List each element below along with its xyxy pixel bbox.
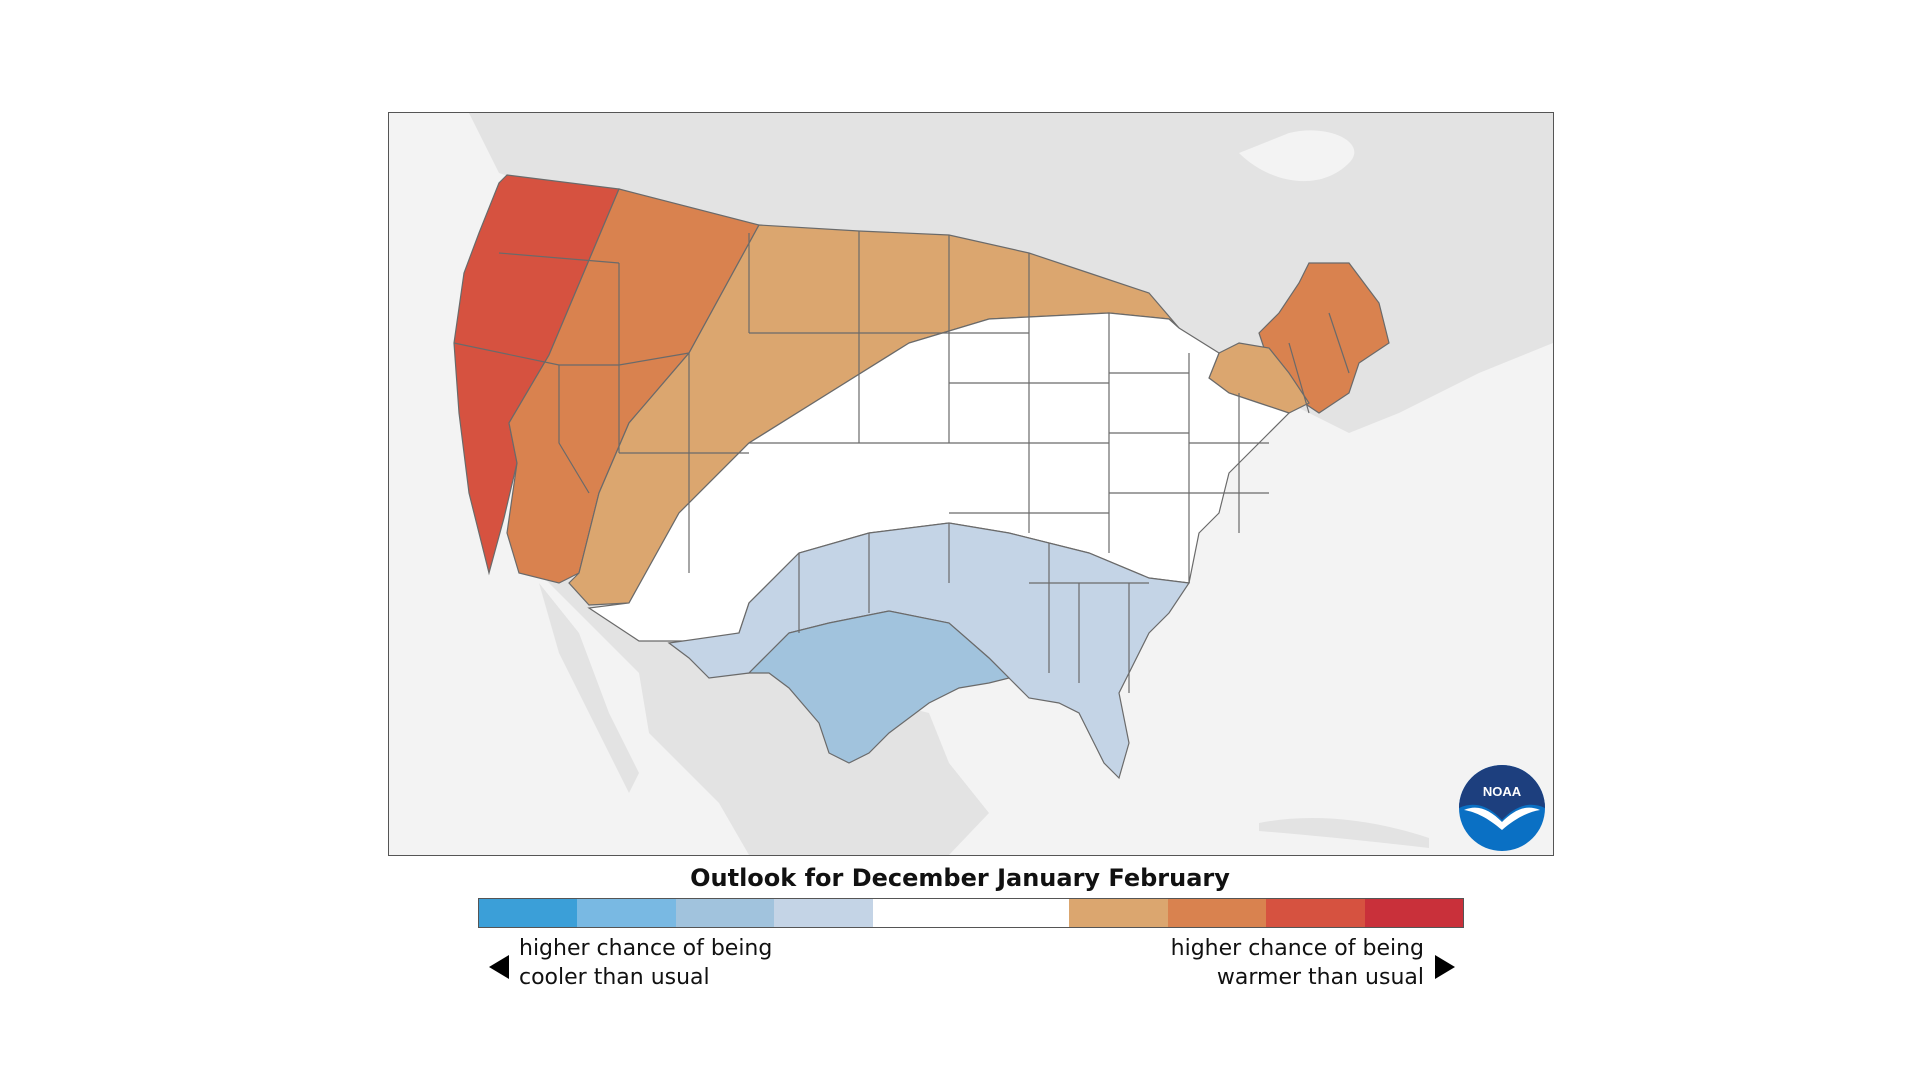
warmer-line-2: warmer than usual: [1216, 965, 1424, 990]
state-borders: [453, 231, 1350, 693]
arrow-right-icon: [1435, 955, 1455, 979]
cuba-island: [1259, 818, 1429, 848]
legend-swatch: [1069, 899, 1168, 927]
warmer-line-1: higher chance of being: [1170, 936, 1424, 961]
legend-swatch: [479, 899, 578, 927]
legend-swatch: [577, 899, 676, 927]
legend-swatch: [872, 899, 972, 927]
outlook-map: [388, 112, 1554, 856]
greenland-bay-islands: [1239, 130, 1355, 182]
legend-swatch: [1364, 899, 1464, 927]
legend-swatch: [774, 899, 873, 927]
noaa-logo-text: NOAA: [1483, 784, 1522, 799]
legend-swatch: [675, 899, 775, 927]
warmer-legend-text: higher chance of being warmer than usual: [1171, 934, 1424, 992]
map-title: Outlook for December January February: [690, 864, 1230, 892]
cooler-legend-text: higher chance of being cooler than usual: [519, 934, 772, 992]
region-gulf-coast-cooler: [747, 610, 1011, 764]
color-scale-legend: [478, 898, 1464, 928]
legend-swatch: [971, 899, 1070, 927]
noaa-logo: NOAA: [1459, 765, 1545, 851]
legend-swatch: [1266, 899, 1365, 927]
arrow-left-icon: [489, 955, 509, 979]
legend-swatch: [1167, 899, 1267, 927]
mexico-landmass: [539, 573, 989, 855]
cooler-line-1: higher chance of being: [519, 936, 773, 961]
cooler-line-2: cooler than usual: [519, 965, 710, 990]
baja-peninsula: [539, 583, 639, 793]
map-svg: [453, 113, 1553, 855]
region-northeast-warm: [1258, 262, 1390, 414]
